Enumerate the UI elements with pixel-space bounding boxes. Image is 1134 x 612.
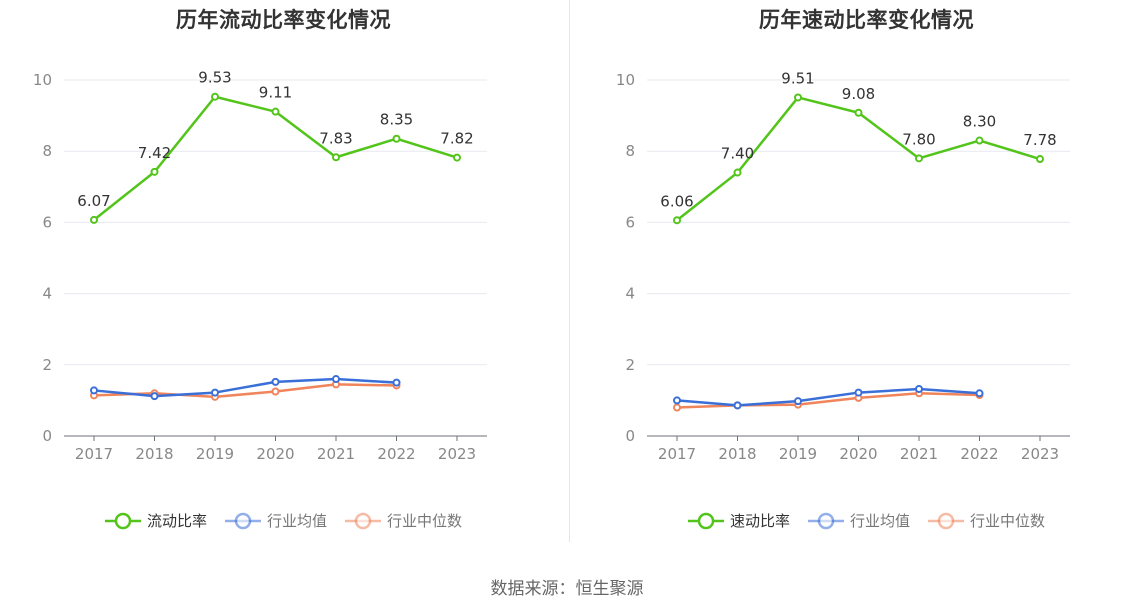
data-point[interactable] [392,378,401,387]
data-point[interactable] [332,153,340,162]
y-tick-label: 2 [42,356,52,374]
data-point[interactable] [975,136,984,145]
legend-line-circle-icon [104,512,141,529]
current-ratio-panel: 历年流动比率变化情况 0 2 4 6 8 10 2017 2018 2019 2020 2021 20… [0,0,567,550]
legend-line-circle-icon [224,512,261,529]
x-tick-label: 2018 [718,445,756,463]
data-point[interactable] [915,154,923,163]
data-label: 7.80 [902,130,935,148]
data-point[interactable] [211,388,219,397]
legend-line-circle-icon [928,512,964,529]
legend: 流动比率 行业均值 行业中位数 [0,510,567,531]
current-ratio-chart: 0 2 4 6 8 10 2017 2018 2019 2020 2021 2022 2023 6.07 7… [33,69,487,463]
chart-title: 历年速动比率变化情况 [759,8,974,32]
data-point[interactable] [271,387,280,396]
y-tick-label: 4 [42,285,52,303]
data-point[interactable] [150,392,159,401]
data-label: 9.11 [259,84,292,102]
data-label: 8.30 [963,113,996,131]
data-point[interactable] [211,92,219,101]
data-label: 6.07 [77,192,110,210]
data-point[interactable] [915,385,923,394]
y-tick-label: 0 [42,427,52,445]
x-tick-label: 2017 [658,445,696,463]
data-label: 7.40 [721,145,754,163]
data-label: 7.78 [1023,131,1056,149]
y-tick-label: 8 [625,142,635,160]
data-point[interactable] [975,389,984,398]
legend-line-circle-icon [807,512,844,529]
x-tick-label: 2020 [256,445,294,463]
x-tick-label: 2019 [196,445,234,463]
legend-item[interactable]: 行业中位数 [928,510,1045,531]
data-point[interactable] [150,167,159,176]
panel-divider [569,0,570,542]
quick-ratio-panel: 历年速动比率变化情况 0 2 4 6 8 10 2017 2018 2019 2020 2021 20… [583,0,1134,550]
data-point[interactable] [733,168,742,177]
data-label: 9.53 [198,69,231,87]
legend-label: 速动比率 [729,512,790,530]
data-point[interactable] [794,93,802,102]
data-point[interactable] [90,215,98,224]
legend-line-circle-icon [345,512,381,529]
y-tick-label: 0 [625,427,635,445]
data-point[interactable] [854,108,863,117]
chart-title: 历年流动比率变化情况 [176,8,391,32]
y-tick-label: 6 [42,213,52,231]
legend-line-circle-icon [687,512,724,529]
data-label: 7.82 [440,130,473,148]
data-label: 9.51 [781,69,814,87]
series-line [93,377,397,398]
legend-label: 行业中位数 [970,512,1046,530]
x-tick-label: 2021 [317,445,355,463]
data-point[interactable] [90,386,98,395]
data-point[interactable] [673,396,681,405]
y-tick-label: 10 [616,71,635,89]
data-point[interactable] [794,397,802,406]
data-point[interactable] [854,388,863,397]
y-tick-label: 4 [625,285,635,303]
legend-label: 行业均值 [849,512,910,530]
data-point[interactable] [673,403,681,412]
data-label: 9.08 [842,85,875,103]
y-tick-label: 6 [625,213,635,231]
x-tick-label: 2023 [1021,445,1059,463]
data-point[interactable] [453,153,461,162]
x-tick-label: 2022 [377,445,415,463]
series-line [93,383,397,399]
data-label: 6.06 [660,192,693,210]
data-source-note: 数据来源：恒生聚源 [490,579,644,599]
legend-item[interactable]: 行业均值 [807,510,910,531]
data-point[interactable] [332,375,340,384]
series-line [676,387,980,407]
data-point[interactable] [271,107,280,116]
x-tick-label: 2017 [75,445,113,463]
legend-item[interactable]: 行业均值 [224,510,327,531]
legend: 速动比率 行业均值 行业中位数 [583,510,1134,531]
legend-item[interactable]: 流动比率 [104,510,207,531]
data-label: 7.42 [138,144,171,162]
legend-label: 流动比率 [146,512,207,530]
x-tick-label: 2018 [135,445,173,463]
x-tick-label: 2019 [779,445,817,463]
legend-item[interactable]: 速动比率 [687,510,790,531]
legend-item[interactable]: 行业中位数 [345,510,462,531]
data-point[interactable] [733,401,742,410]
data-point[interactable] [271,377,280,386]
y-tick-label: 10 [33,71,52,89]
x-tick-label: 2020 [839,445,877,463]
data-point[interactable] [392,134,401,143]
data-point[interactable] [673,216,681,225]
x-tick-label: 2022 [960,445,998,463]
legend-label: 行业中位数 [387,512,463,530]
quick-ratio-chart: 0 2 4 6 8 10 2017 2018 2019 2020 2021 2022 2023 6.06 7… [616,69,1070,463]
data-point[interactable] [1036,155,1044,164]
x-tick-label: 2021 [900,445,938,463]
legend-label: 行业均值 [266,512,327,530]
y-tick-label: 2 [625,356,635,374]
data-label: 7.83 [319,129,352,147]
y-tick-label: 8 [42,142,52,160]
x-tick-label: 2023 [438,445,476,463]
data-label: 8.35 [380,111,413,129]
